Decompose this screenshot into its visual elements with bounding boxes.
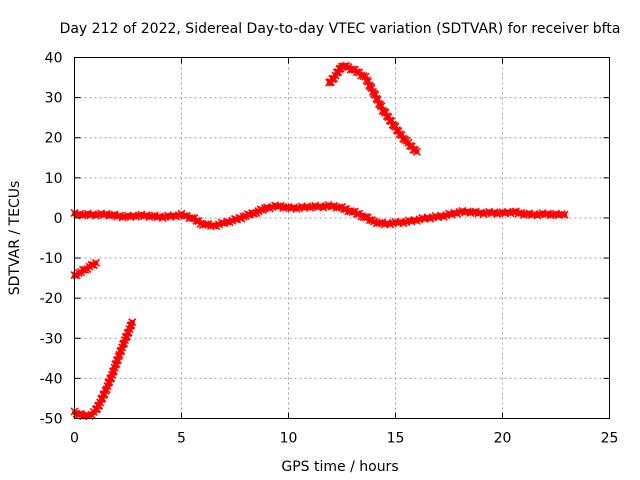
data-point — [188, 213, 197, 223]
data-point — [180, 211, 189, 221]
y-tick-label: 20 — [45, 131, 63, 147]
plot-frame — [74, 57, 610, 419]
x-tick-label: 10 — [280, 431, 298, 447]
data-point — [87, 260, 96, 269]
y-tick-label: 0 — [54, 211, 63, 227]
x-tick-label: 5 — [177, 431, 186, 447]
y-tick-label: -40 — [40, 371, 63, 387]
grid — [74, 57, 610, 419]
data-point — [128, 318, 137, 327]
data-point — [91, 258, 100, 267]
y-tick-label: -20 — [40, 291, 63, 307]
data-series — [70, 61, 569, 421]
x-tick-label: 0 — [70, 431, 79, 447]
data-point — [348, 207, 357, 216]
ticks: 0 5 10 15 20 25 -50 -40 -30 -20 -10 0 10 20 30 40 — [40, 51, 619, 447]
data-point — [352, 209, 362, 219]
x-tick-label: 25 — [601, 431, 619, 447]
data-point — [560, 210, 569, 219]
data-point — [412, 147, 421, 156]
data-point — [250, 209, 259, 218]
y-tick-label: -10 — [40, 251, 63, 267]
data-point — [348, 65, 357, 74]
data-point — [239, 212, 248, 221]
chart-title: Day 212 of 2022, Sidereal Day-to-day VTE… — [60, 21, 621, 37]
x-tick-label: 20 — [494, 431, 512, 447]
x-axis-label: GPS time / hours — [281, 459, 398, 475]
data-point — [340, 205, 349, 214]
data-point — [361, 213, 370, 222]
data-point — [192, 216, 201, 225]
y-axis-label: SDTVAR / TECUs — [7, 181, 23, 296]
y-tick-label: -50 — [40, 412, 63, 428]
x-tick-label: 15 — [387, 431, 405, 447]
data-point — [74, 410, 83, 419]
data-point — [557, 210, 566, 219]
y-tick-label: -30 — [40, 331, 63, 347]
y-tick-label: 10 — [45, 171, 63, 187]
data-point — [335, 203, 344, 212]
y-tick-label: 30 — [45, 91, 63, 107]
y-tick-label: 40 — [45, 51, 63, 67]
